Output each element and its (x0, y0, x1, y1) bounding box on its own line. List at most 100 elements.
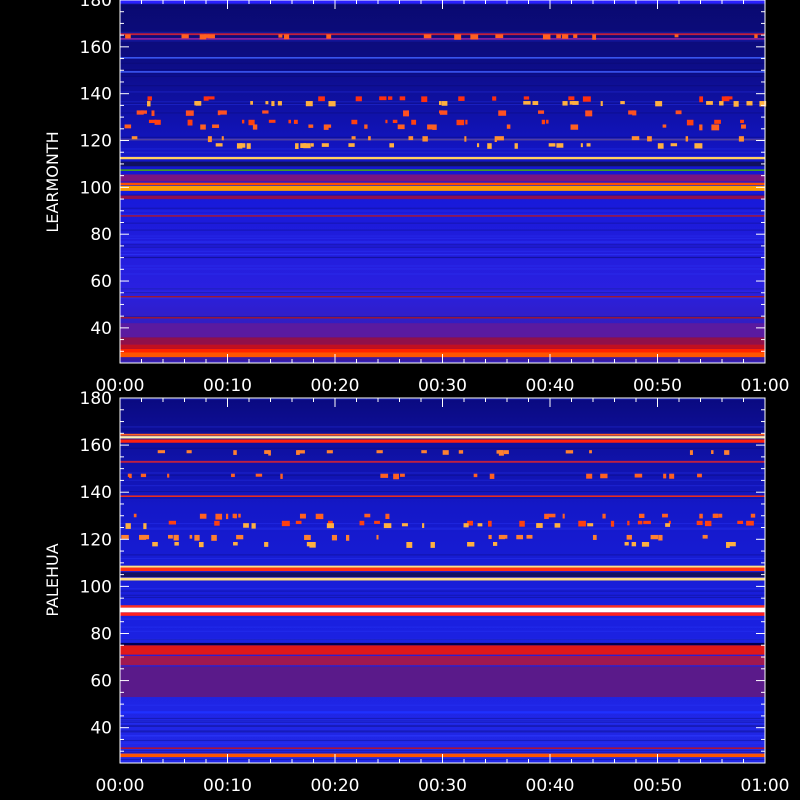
texture-line (120, 268, 765, 270)
bright-spot (712, 513, 719, 518)
texture-line (120, 73, 765, 75)
bright-spot (728, 542, 736, 547)
bright-spot (143, 523, 147, 530)
y-tick-label: 80 (90, 225, 112, 245)
texture-line (120, 750, 765, 752)
texture-line (120, 240, 765, 242)
bright-spot (310, 143, 314, 147)
bright-spot (252, 124, 258, 130)
bright-spot (121, 534, 129, 539)
bright-spot (686, 119, 694, 126)
emission-band (120, 567, 765, 572)
bright-spot (503, 450, 509, 455)
bright-spot (556, 143, 564, 148)
bright-spot (467, 542, 475, 547)
bright-spot (195, 101, 202, 106)
y-tick-label: 60 (90, 672, 112, 692)
texture-line (120, 136, 765, 138)
bright-spot (526, 534, 533, 539)
bright-spot (207, 96, 215, 100)
bright-spot (519, 520, 525, 527)
y-axis-label: LEARMONTH (43, 131, 62, 232)
bright-spot (243, 523, 249, 528)
emission-band (120, 433, 765, 436)
x-tick-label: 00:10 (203, 376, 252, 396)
x-tick-label: 00:30 (418, 776, 467, 796)
texture-line (120, 235, 765, 237)
texture-line (120, 91, 765, 93)
texture-line (120, 426, 765, 428)
bright-spot (133, 513, 137, 518)
bright-spot (232, 513, 235, 519)
texture-line (120, 297, 765, 299)
bright-spot (218, 110, 227, 115)
bright-spot (733, 101, 739, 107)
bright-spot (131, 136, 138, 140)
learmonth-panel: 40 60 80 100 120 140 160 180 00:00 00:10 00:20 00:3… (43, 0, 790, 396)
bright-spot (548, 513, 556, 518)
bright-spot (626, 534, 632, 540)
bright-spot (199, 34, 207, 40)
bright-spot (662, 124, 667, 128)
bright-spot (136, 110, 144, 115)
bright-spot (562, 101, 568, 106)
y-axis-label: PALEHUA (43, 543, 62, 616)
texture-line (120, 316, 765, 318)
bright-spot (214, 520, 220, 526)
emission-band (120, 436, 765, 439)
bright-spot (217, 110, 221, 116)
bright-spot (288, 119, 292, 124)
bright-spot (634, 473, 643, 478)
y-tick-label: 120 (80, 530, 112, 550)
bright-spot (580, 143, 583, 148)
emission-band (120, 296, 765, 298)
bright-spot (186, 450, 192, 454)
texture-line (120, 735, 765, 737)
bright-spot (309, 542, 316, 548)
bright-spot (602, 513, 606, 519)
texture-line (120, 40, 765, 42)
y-tick-label: 80 (90, 624, 112, 644)
bright-spot (506, 124, 511, 129)
emission-band (120, 182, 765, 186)
texture-line (120, 256, 765, 258)
bright-spot (724, 450, 730, 455)
bright-spot (737, 520, 744, 525)
bright-spot (750, 513, 756, 518)
emission-band (120, 37, 765, 40)
bright-spot (746, 520, 754, 526)
bright-spot (255, 473, 263, 477)
bright-spot (127, 473, 131, 477)
texture-line (120, 723, 765, 725)
emission-band (120, 174, 765, 182)
x-tick-label: 00:40 (526, 376, 575, 396)
texture-line (120, 472, 765, 474)
bright-spot (264, 542, 269, 547)
texture-line (120, 618, 765, 620)
bright-spot (572, 101, 579, 105)
bright-spot (203, 96, 209, 101)
bright-spot (586, 143, 591, 147)
texture-line (120, 222, 765, 224)
texture-line (120, 491, 765, 493)
emission-band (120, 572, 765, 577)
texture-line (120, 237, 765, 239)
texture-line (120, 75, 765, 77)
bright-spot (125, 34, 131, 39)
bright-spot (442, 450, 449, 455)
bright-spot (331, 534, 338, 541)
texture-line (120, 474, 765, 476)
texture-line (120, 430, 765, 432)
bright-spot (476, 143, 480, 148)
texture-line (120, 590, 765, 592)
y-tick-label: 40 (90, 319, 112, 339)
bright-spot (422, 523, 425, 528)
texture-line (120, 596, 765, 598)
bright-spot (359, 520, 365, 526)
emission-band (120, 348, 765, 353)
bright-spot (726, 542, 730, 548)
bright-spot (463, 523, 469, 528)
texture-line (120, 244, 765, 246)
palehua-panel: 40 60 80 100 120 140 160 180 00:00 00:10 00:20 00:3… (43, 389, 790, 796)
bright-spot (233, 542, 238, 546)
